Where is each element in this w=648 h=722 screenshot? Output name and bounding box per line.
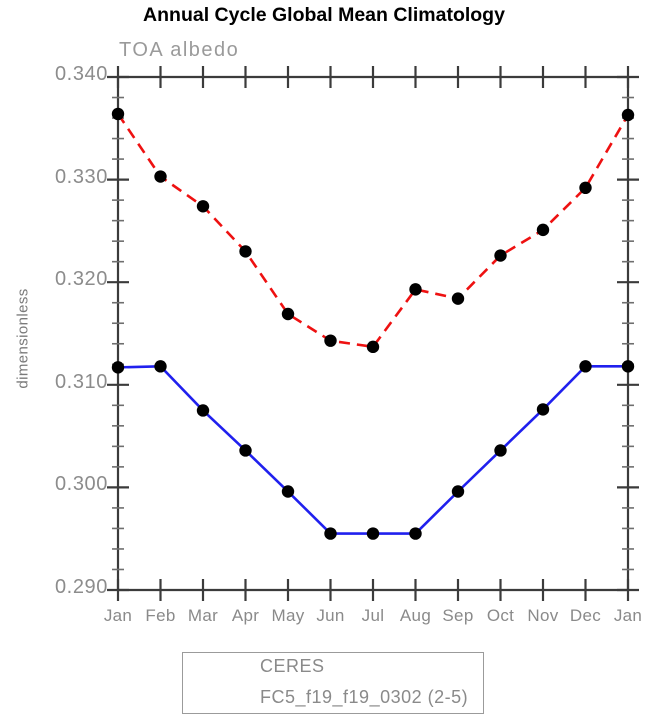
x-tick-label: Nov xyxy=(527,606,559,625)
legend-label: FC5_f19_f19_0302 (2-5) xyxy=(260,687,469,707)
x-tick-label: Jun xyxy=(316,606,345,625)
x-tick-label: Aug xyxy=(399,606,432,625)
legend: CERES FC5_f19_f19_0302 (2-5) xyxy=(182,652,484,714)
x-tick-label: Feb xyxy=(145,606,176,625)
x-tick-label: Jan xyxy=(613,606,643,625)
data-series xyxy=(111,107,635,540)
x-tick-label: Apr xyxy=(231,606,260,625)
legend-item-ceres[interactable]: CERES xyxy=(183,653,485,684)
x-tick-label: May xyxy=(271,606,305,625)
y-tick-label: 0.320 xyxy=(54,268,108,291)
axes xyxy=(107,66,639,601)
x-tick-label: Oct xyxy=(486,606,515,625)
legend-label: CERES xyxy=(260,656,325,676)
y-tick-label: 0.330 xyxy=(54,165,108,188)
x-tick-label: Dec xyxy=(569,606,602,625)
y-tick-label: 0.340 xyxy=(54,63,108,85)
y-tick-label: 0.310 xyxy=(54,370,108,393)
chart-subtitle: TOA albedo xyxy=(119,39,240,61)
page-title: Annual Cycle Global Mean Climatology xyxy=(143,4,505,26)
x-tick-label: Jan xyxy=(103,606,133,625)
x-tick-label: Jul xyxy=(361,606,385,625)
y-tick-label: 0.290 xyxy=(54,576,108,598)
y-tick-label: 0.300 xyxy=(54,473,108,496)
x-tick-label: Sep xyxy=(442,606,474,625)
x-tick-label: Mar xyxy=(187,606,219,625)
legend-item-model[interactable]: FC5_f19_f19_0302 (2-5) xyxy=(183,684,485,715)
